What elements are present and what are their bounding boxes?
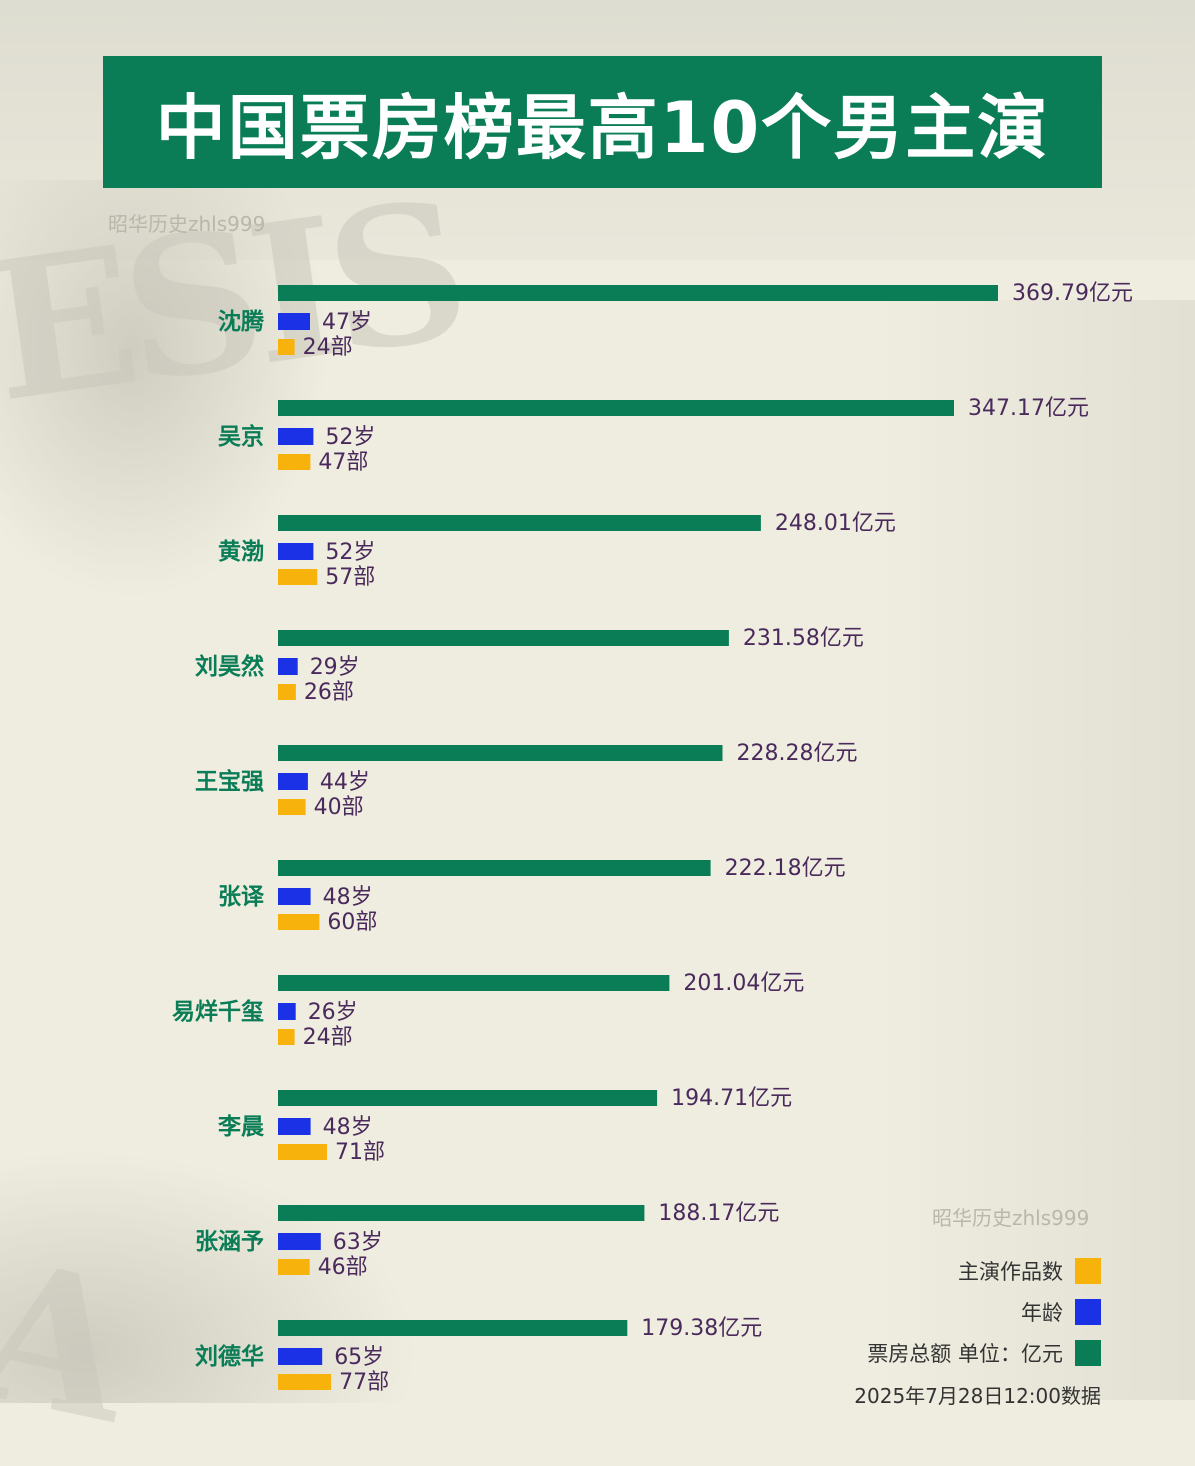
bar-box-office	[278, 515, 761, 531]
legend-item-box-office: 票房总额 单位：亿元	[867, 1338, 1101, 1368]
bar-works	[278, 799, 306, 815]
bar-box-office	[278, 1320, 628, 1336]
data-label-works: 71部	[335, 1140, 385, 1165]
legend-label-age: 年龄	[1021, 1301, 1063, 1325]
actor-label: 王宝强	[195, 768, 264, 795]
data-label-works: 47部	[318, 450, 368, 475]
data-label-box-office: 188.17亿元	[658, 1201, 779, 1226]
data-label-age: 29岁	[310, 655, 360, 680]
legend-swatch-works	[1075, 1258, 1101, 1284]
data-label-box-office: 248.01亿元	[775, 511, 896, 536]
bar-works	[278, 454, 311, 470]
data-label-box-office: 179.38亿元	[641, 1316, 762, 1341]
legend-label-works: 主演作品数	[958, 1260, 1063, 1284]
actor-label: 张涵予	[195, 1229, 264, 1255]
bar-age	[278, 658, 298, 675]
data-label-age: 52岁	[325, 540, 375, 565]
data-label-works: 77部	[339, 1370, 389, 1395]
bar-age	[278, 1348, 323, 1365]
bar-box-office	[278, 400, 954, 416]
bar-works	[278, 1144, 327, 1160]
actor-label: 刘德华	[195, 1343, 264, 1370]
actor-label: 易烊千玺	[172, 998, 264, 1025]
bar-box-office	[278, 285, 998, 301]
bar-works	[278, 1259, 310, 1275]
bar-works	[278, 1374, 332, 1390]
bar-box-office	[278, 860, 711, 876]
actor-label: 吴京	[218, 423, 264, 450]
data-label-age: 47岁	[322, 310, 372, 335]
bar-box-office	[278, 975, 670, 991]
data-label-works: 24部	[303, 335, 353, 360]
bar-works	[278, 914, 320, 930]
bar-box-office	[278, 1090, 658, 1106]
legend: 主演作品数 年龄 票房总额 单位：亿元	[867, 1256, 1101, 1379]
data-label-works: 46部	[318, 1255, 368, 1280]
bar-box-office	[278, 745, 723, 761]
data-label-box-office: 194.71亿元	[671, 1086, 792, 1111]
bar-age	[278, 313, 310, 330]
data-label-age: 48岁	[323, 1115, 373, 1140]
watermark-top: 昭华历史zhls999	[108, 212, 266, 236]
bar-age	[278, 1003, 296, 1020]
data-label-box-office: 347.17亿元	[968, 396, 1089, 421]
data-label-box-office: 222.18亿元	[725, 856, 846, 881]
actor-label: 张译	[218, 884, 265, 910]
legend-swatch-age	[1075, 1299, 1101, 1325]
data-label-age: 65岁	[334, 1345, 384, 1370]
bar-works	[278, 684, 296, 700]
bar-chart: 沈腾369.79亿元47岁24部吴京347.17亿元52岁47部黄渤248.01…	[172, 281, 1133, 1395]
legend-swatch-box-office	[1075, 1340, 1101, 1366]
bar-box-office	[278, 630, 729, 646]
bar-age	[278, 773, 308, 790]
data-label-works: 24部	[303, 1025, 353, 1050]
bar-age	[278, 1233, 321, 1250]
data-label-box-office: 228.28亿元	[737, 741, 858, 766]
bar-works	[278, 1029, 295, 1045]
data-label-box-office: 231.58亿元	[743, 626, 864, 651]
data-label-works: 26部	[304, 680, 354, 705]
bar-box-office	[278, 1205, 645, 1221]
actor-label: 沈腾	[218, 309, 265, 335]
bar-age	[278, 428, 314, 445]
actor-label: 刘昊然	[195, 653, 264, 680]
bar-works	[278, 339, 295, 355]
bar-age	[278, 1118, 311, 1135]
bar-works	[278, 569, 318, 585]
data-date-note: 2025年7月28日12:00数据	[854, 1384, 1101, 1408]
data-label-age: 44岁	[320, 770, 370, 795]
data-label-box-office: 369.79亿元	[1012, 281, 1133, 306]
watermark-bottom: 昭华历史zhls999	[932, 1206, 1090, 1230]
title-banner: 中国票房榜最高10个男主演	[103, 56, 1102, 188]
data-label-age: 26岁	[308, 1000, 358, 1025]
data-label-works: 60部	[327, 910, 377, 935]
chart-title: 中国票房榜最高10个男主演	[155, 86, 1050, 169]
legend-item-age: 年龄	[867, 1297, 1101, 1327]
data-label-age: 63岁	[333, 1230, 383, 1255]
legend-item-works: 主演作品数	[867, 1256, 1101, 1286]
actor-label: 黄渤	[218, 539, 264, 565]
bar-age	[278, 543, 314, 560]
data-label-works: 57部	[325, 565, 375, 590]
data-label-age: 48岁	[323, 885, 373, 910]
actor-label: 李晨	[218, 1114, 265, 1140]
data-label-works: 40部	[314, 795, 364, 820]
data-label-age: 52岁	[325, 425, 375, 450]
legend-label-box-office: 票房总额 单位：亿元	[867, 1342, 1063, 1366]
data-label-box-office: 201.04亿元	[683, 971, 804, 996]
bar-age	[278, 888, 311, 905]
